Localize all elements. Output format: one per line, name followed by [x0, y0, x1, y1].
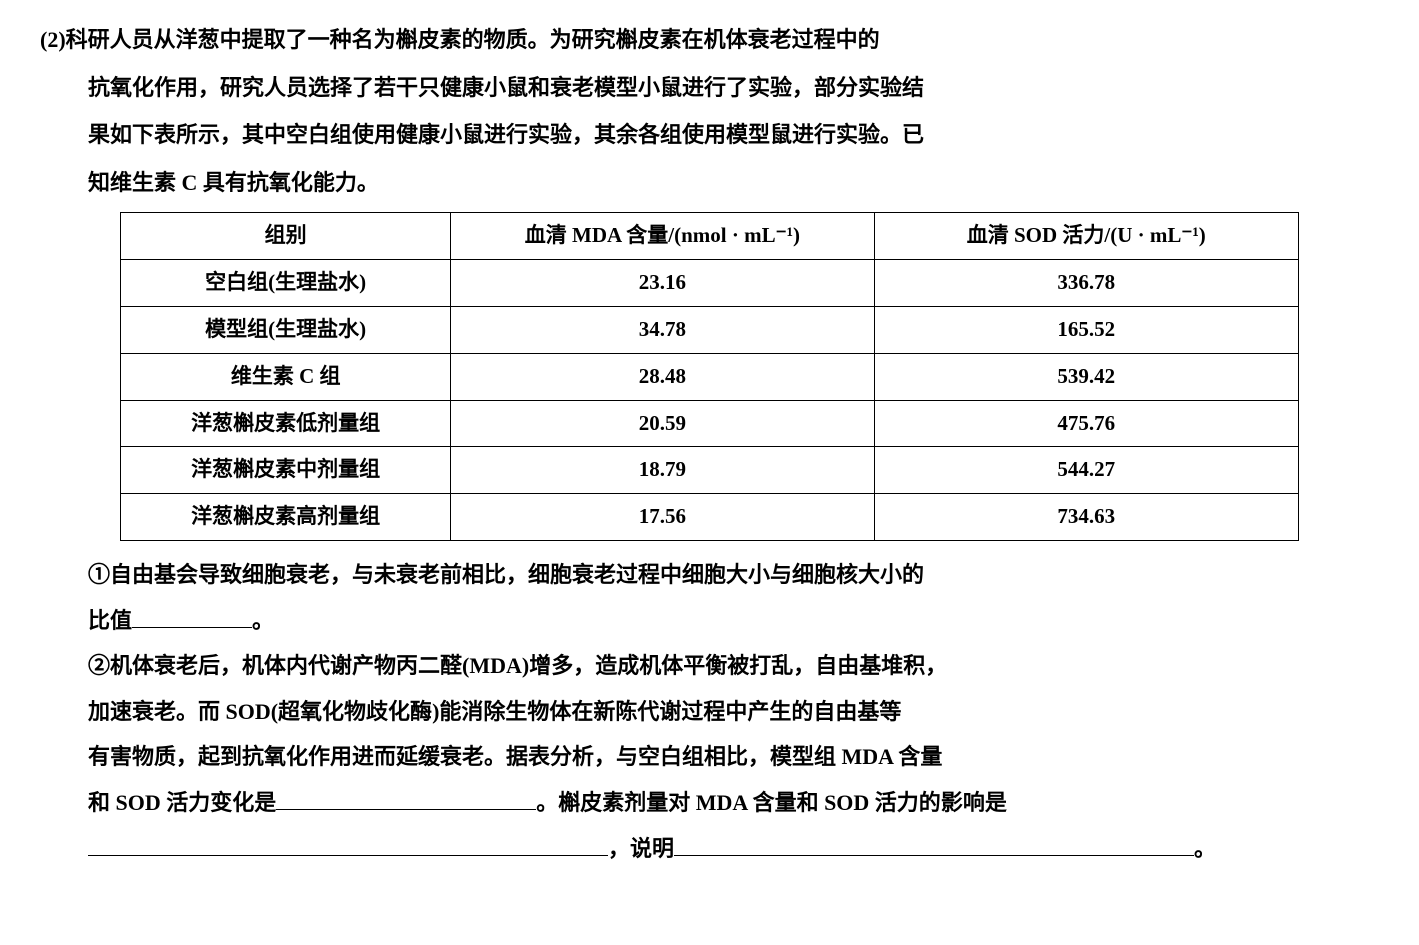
- blank-input-2[interactable]: [276, 784, 536, 810]
- subq1-text-b: 比值: [88, 608, 132, 633]
- sub-question-1-line2: 比值 。: [40, 601, 1379, 641]
- cell-group: 洋葱槲皮素高剂量组: [121, 494, 451, 541]
- cell-group: 洋葱槲皮素低剂量组: [121, 400, 451, 447]
- cell-mda: 18.79: [450, 447, 874, 494]
- subq1-text-a: 自由基会导致细胞衰老，与未衰老前相比，细胞衰老过程中细胞大小与细胞核大小的: [110, 562, 924, 587]
- cell-mda: 34.78: [450, 306, 874, 353]
- table-row: 洋葱槲皮素低剂量组 20.59 475.76: [121, 400, 1298, 447]
- blank-input-1[interactable]: [132, 601, 252, 627]
- table-row: 维生素 C 组 28.48 539.42: [121, 353, 1298, 400]
- cell-sod: 165.52: [874, 306, 1298, 353]
- intro-paragraph-line3: 果如下表所示，其中空白组使用健康小鼠进行实验，其余各组使用模型鼠进行实验。已: [40, 115, 1379, 155]
- sub-question-1-line1: ①自由基会导致细胞衰老，与未衰老前相比，细胞衰老过程中细胞大小与细胞核大小的: [40, 555, 1379, 595]
- cell-sod: 734.63: [874, 494, 1298, 541]
- cell-mda: 28.48: [450, 353, 874, 400]
- sub-question-2-line3: 有害物质，起到抗氧化作用进而延缓衰老。据表分析，与空白组相比，模型组 MDA 含…: [40, 737, 1379, 777]
- cell-mda: 17.56: [450, 494, 874, 541]
- table-row: 洋葱槲皮素高剂量组 17.56 734.63: [121, 494, 1298, 541]
- sub-question-2-line4: 和 SOD 活力变化是 。槲皮素剂量对 MDA 含量和 SOD 活力的影响是: [40, 783, 1379, 823]
- intro-paragraph-line2: 抗氧化作用，研究人员选择了若干只健康小鼠和衰老模型小鼠进行了实验，部分实验结: [40, 68, 1379, 108]
- subq2-line4b: 。槲皮素剂量对 MDA 含量和 SOD 活力的影响是: [536, 790, 1007, 815]
- intro-paragraph-line1: (2)科研人员从洋葱中提取了一种名为槲皮素的物质。为研究槲皮素在机体衰老过程中的: [40, 20, 1379, 60]
- cell-sod: 539.42: [874, 353, 1298, 400]
- sub-question-2-line1: ②机体衰老后，机体内代谢产物丙二醛(MDA)增多，造成机体平衡被打乱，自由基堆积…: [40, 646, 1379, 686]
- cell-sod: 475.76: [874, 400, 1298, 447]
- table-row: 洋葱槲皮素中剂量组 18.79 544.27: [121, 447, 1298, 494]
- header-group: 组别: [121, 213, 451, 260]
- cell-sod: 336.78: [874, 260, 1298, 307]
- cell-mda: 20.59: [450, 400, 874, 447]
- table-header-row: 组别 血清 MDA 含量/(nmol · mL⁻¹) 血清 SOD 活力/(U …: [121, 213, 1298, 260]
- cell-mda: 23.16: [450, 260, 874, 307]
- subq1-period: 。: [252, 608, 274, 633]
- cell-group: 模型组(生理盐水): [121, 306, 451, 353]
- blank-input-3[interactable]: [88, 829, 608, 855]
- subq2-line5b: 。: [1194, 836, 1216, 861]
- table-row: 模型组(生理盐水) 34.78 165.52: [121, 306, 1298, 353]
- subq2-line1-text: 机体衰老后，机体内代谢产物丙二醛(MDA)增多，造成机体平衡被打乱，自由基堆积，: [110, 653, 947, 678]
- intro-paragraph-line4: 知维生素 C 具有抗氧化能力。: [40, 163, 1379, 203]
- table-row: 空白组(生理盐水) 23.16 336.78: [121, 260, 1298, 307]
- blank-input-4[interactable]: [674, 829, 1194, 855]
- cell-sod: 544.27: [874, 447, 1298, 494]
- question-number: (2): [40, 27, 66, 52]
- data-table: 组别 血清 MDA 含量/(nmol · mL⁻¹) 血清 SOD 活力/(U …: [120, 212, 1298, 541]
- intro-text-1: 科研人员从洋葱中提取了一种名为槲皮素的物质。为研究槲皮素在机体衰老过程中的: [66, 27, 880, 52]
- cell-group: 空白组(生理盐水): [121, 260, 451, 307]
- subq2-label: ②: [88, 653, 110, 678]
- subq2-line5a: ，说明: [608, 836, 674, 861]
- sub-question-2-line5: ，说明 。: [40, 829, 1379, 869]
- cell-group: 洋葱槲皮素中剂量组: [121, 447, 451, 494]
- cell-group: 维生素 C 组: [121, 353, 451, 400]
- subq1-label: ①: [88, 562, 110, 587]
- data-table-wrapper: 组别 血清 MDA 含量/(nmol · mL⁻¹) 血清 SOD 活力/(U …: [40, 212, 1379, 541]
- header-mda: 血清 MDA 含量/(nmol · mL⁻¹): [450, 213, 874, 260]
- subq2-line4a: 和 SOD 活力变化是: [88, 790, 276, 815]
- question-container: (2)科研人员从洋葱中提取了一种名为槲皮素的物质。为研究槲皮素在机体衰老过程中的…: [40, 20, 1379, 868]
- header-sod: 血清 SOD 活力/(U · mL⁻¹): [874, 213, 1298, 260]
- sub-question-2-line2: 加速衰老。而 SOD(超氧化物歧化酶)能消除生物体在新陈代谢过程中产生的自由基等: [40, 692, 1379, 732]
